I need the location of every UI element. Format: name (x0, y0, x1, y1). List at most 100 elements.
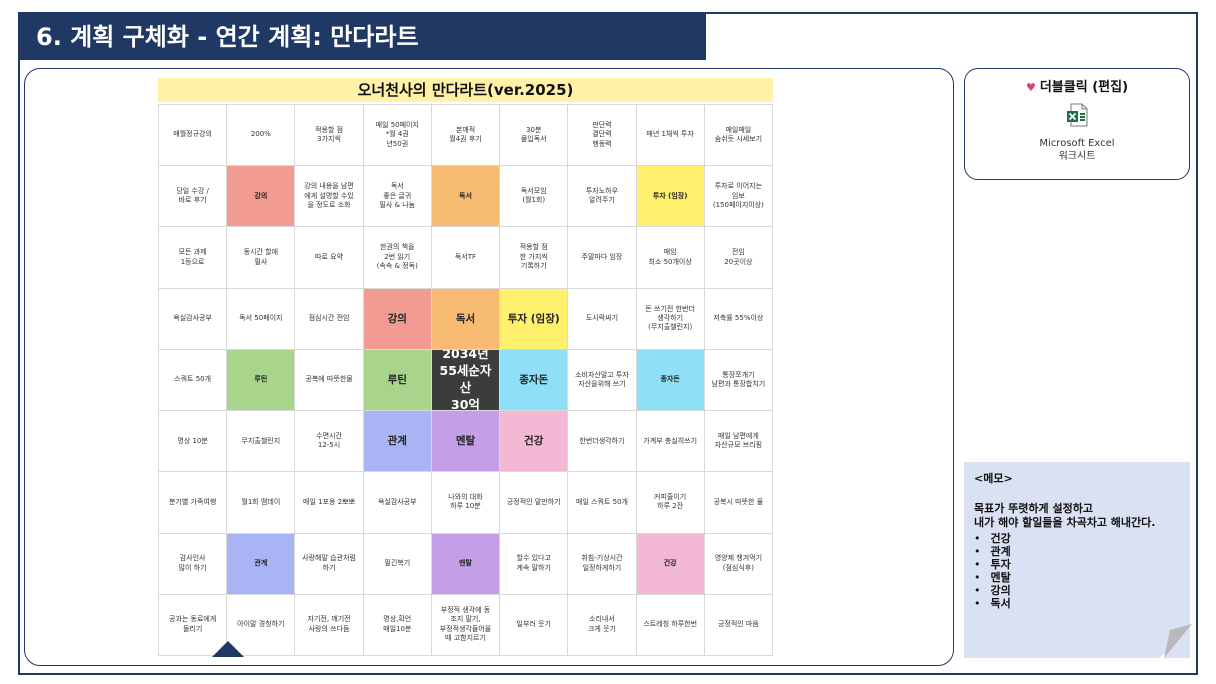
mandala-cell[interactable]: 매일 남편에게 자산규모 브리핑 (704, 411, 772, 472)
mandala-theme-cell[interactable]: 관계 (227, 533, 295, 594)
embedded-object-caption: Microsoft Excel 워크시트 (1039, 138, 1115, 162)
mandala-cell[interactable]: 한권의 책을 2번 읽기 (속속 & 정독) (363, 227, 431, 288)
mandala-cell[interactable]: 커피줄이기 하루 2잔 (636, 472, 704, 533)
mandala-cell[interactable]: 독서모임 (월1회) (500, 166, 568, 227)
memo-list-item: 멘탈 (974, 571, 1180, 584)
mandala-cell[interactable]: 소리내서 크게 웃기 (568, 594, 636, 655)
mandala-cell[interactable]: 수면시간 12-5시 (295, 411, 363, 472)
mandala-cell[interactable]: 무지출챌린지 (227, 411, 295, 472)
memo-list-item: 건강 (974, 532, 1180, 545)
mandala-cell[interactable]: 공복시 따뜻한 물 (704, 472, 772, 533)
mandala-cell[interactable]: 투자로 이어지는 임보 (150페이지이상) (704, 166, 772, 227)
mandala-cell[interactable]: 취침-기상시간 일정하게하기 (568, 533, 636, 594)
mandala-grid[interactable]: 매월정규강의 200% 적용할 점 3가지씩 매일 50페이지 *월 4권 년50권 본… (158, 104, 773, 656)
mandala-cell[interactable]: 명상 10분 (159, 411, 227, 472)
mandala-cell[interactable]: 긍정적인 말만하기 (500, 472, 568, 533)
mandala-cell[interactable]: 동시간 할애 필사 (227, 227, 295, 288)
mandala-cell[interactable]: 매일매일 숨쉬듯 시세보기 (704, 105, 772, 166)
mandala-cell[interactable]: 통장쪼개기 남편과 통장합치기 (704, 349, 772, 411)
mandala-theme-cell[interactable]: 멘탈 (431, 533, 500, 594)
memo-list-item: 관계 (974, 545, 1180, 558)
mandala-theme-cell[interactable]: 건강 (500, 411, 568, 472)
mandala-cell[interactable]: 독서 좋은 글귀 필사 & 나눔 (363, 166, 431, 227)
mandala-cell[interactable]: 욕실감사공부 (363, 472, 431, 533)
memo-line: 목표가 뚜렷하게 설정하고 (974, 502, 1093, 515)
mandala-title: 오너천사의 만다라트(ver.2025) (158, 78, 773, 102)
mandala-cell[interactable]: 부정적 생각에 동 조지 말기, 부정적생각들어올 때 고함지르기 (431, 594, 500, 655)
heart-icon: ♥ (1025, 81, 1036, 94)
mandala-cell[interactable]: 매일 50페이지 *월 4권 년50권 (363, 105, 431, 166)
page-fold-corner-icon (1160, 622, 1192, 658)
mandala-cell[interactable]: 한번더생각하기 (568, 411, 636, 472)
mandala-theme-cell[interactable]: 독서 (431, 288, 500, 349)
mandala-theme-cell[interactable]: 루틴 (363, 349, 431, 411)
mandala-cell[interactable]: 당일 수강 / 바로 후기 (159, 166, 227, 227)
mandala-cell[interactable]: 할수 있다고 계속 말하기 (500, 533, 568, 594)
mandala-cell[interactable]: 돈 쓰기전 한번더 생각하기 (무지출챌린지) (636, 288, 704, 349)
mandala-cell[interactable]: 매년 1채씩 투자 (636, 105, 704, 166)
mandala-cell[interactable]: 판단력 결단력 행동력 (568, 105, 636, 166)
mandala-cell[interactable]: 점심시간 전임 (295, 288, 363, 349)
mandala-cell[interactable]: 욕실감사공부 (159, 288, 227, 349)
mandala-cell[interactable]: 독서 50페이지 (227, 288, 295, 349)
mandala-cell[interactable]: 자기전, 깨기전 사랑의 쓰다듬 (295, 594, 363, 655)
mandala-theme-cell[interactable]: 루틴 (227, 349, 295, 411)
mandala-cell[interactable]: 스쿼트 50개 (159, 349, 227, 411)
mandala-theme-cell[interactable]: 건강 (636, 533, 704, 594)
mandala-cell[interactable]: 나와의 대화 하루 10분 (431, 472, 500, 533)
mandala-core-goal-cell[interactable]: 2034년 55세순자산 30억 (431, 349, 500, 411)
excel-file-icon[interactable] (1066, 103, 1088, 127)
mandala-cell[interactable]: 매일 스쿼트 50개 (568, 472, 636, 533)
slide-frame (18, 12, 1198, 675)
memo-line: 내가 해야 할일들을 차곡차고 해내간다. (974, 515, 1156, 529)
mandala-cell[interactable]: 긍정적인 마음 (704, 594, 772, 655)
mandala-cell[interactable]: 투자노하우 알려주기 (568, 166, 636, 227)
mandala-cell[interactable]: 사랑해말 습관처럼 하기 (295, 533, 363, 594)
memo-list: 건강 관계 투자 멘탈 강의 독서 (974, 532, 1180, 611)
mandala-cell[interactable]: 주말마다 임장 (568, 227, 636, 288)
mandala-cell[interactable]: 월1회 맴데이 (227, 472, 295, 533)
mandala-theme-cell[interactable]: 투자 (임장) (500, 288, 568, 349)
mandala-cell[interactable]: 적용할 점 한 가지씩 기록하기 (500, 227, 568, 288)
mandala-cell[interactable]: 가계부 충실히쓰기 (636, 411, 704, 472)
mandala-theme-cell[interactable]: 멘탈 (431, 411, 500, 472)
embedded-object-panel[interactable] (964, 68, 1190, 180)
mandala-cell[interactable]: 본깨적 월4권 후기 (431, 105, 500, 166)
mandala-cell[interactable]: 필긴복기 (363, 533, 431, 594)
mandala-panel (24, 68, 954, 666)
mandala-cell[interactable]: 따로 요약 (295, 227, 363, 288)
mandala-cell[interactable]: 강의 내용을 남편 에게 설명할 수있 을 정도로 소화 (295, 166, 363, 227)
mandala-cell[interactable]: 스트레칭 하루한번 (636, 594, 704, 655)
mandala-cell[interactable]: 매임 최소 50개이상 (636, 227, 704, 288)
mandala-theme-cell[interactable]: 종자돈 (636, 349, 704, 411)
mandala-cell[interactable]: 매일 1포옹 2뽀뽀 (295, 472, 363, 533)
mandala-cell[interactable]: 도시락싸기 (568, 288, 636, 349)
mandala-cell[interactable]: 소비자산말고 투자 자산을위해 쓰기 (568, 349, 636, 411)
mandala-theme-cell[interactable]: 종자돈 (500, 349, 568, 411)
memo-list-item: 독서 (974, 597, 1180, 610)
mandala-cell[interactable]: 30분 몰입독서 (500, 105, 568, 166)
mandala-theme-cell[interactable]: 강의 (363, 288, 431, 349)
mandala-cell[interactable]: 감사인사 많이 하기 (159, 533, 227, 594)
mandala-cell[interactable]: 독서TF (431, 227, 500, 288)
mandala-cell[interactable]: 명상,확언 매일10분 (363, 594, 431, 655)
mandala-cell[interactable]: 매월정규강의 (159, 105, 227, 166)
mandala-cell[interactable]: 분기별 가족여행 (159, 472, 227, 533)
mandala-theme-cell[interactable]: 투자 (임장) (636, 166, 704, 227)
mandala-cell[interactable]: 적용할 점 3가지씩 (295, 105, 363, 166)
mandala-cell[interactable]: 일부러 웃기 (500, 594, 568, 655)
embedded-object-header: ♥ 더블클릭 (편집) (964, 76, 1190, 95)
mandala-cell[interactable]: 200% (227, 105, 295, 166)
mandala-cell[interactable]: 영양제 챙겨먹기 (점심식후) (704, 533, 772, 594)
memo-list-item: 강의 (974, 584, 1180, 597)
mandala-cell[interactable]: 모든 과제 1등으로 (159, 227, 227, 288)
mandala-theme-cell[interactable]: 관계 (363, 411, 431, 472)
mandala-theme-cell[interactable]: 독서 (431, 166, 500, 227)
memo-title: <메모> (974, 472, 1013, 485)
mandala-cell[interactable]: 전임 20곳이상 (704, 227, 772, 288)
mandala-cell[interactable]: 저축률 55%이상 (704, 288, 772, 349)
mandala-cell[interactable]: 아이말 경청하기 (227, 594, 295, 655)
memo-note: <메모> 목표가 뚜렷하게 설정하고 내가 해야 할일들을 차곡차고 해내간다.… (964, 462, 1190, 658)
mandala-cell[interactable]: 공복에 따뜻한물 (295, 349, 363, 411)
mandala-theme-cell[interactable]: 강의 (227, 166, 295, 227)
